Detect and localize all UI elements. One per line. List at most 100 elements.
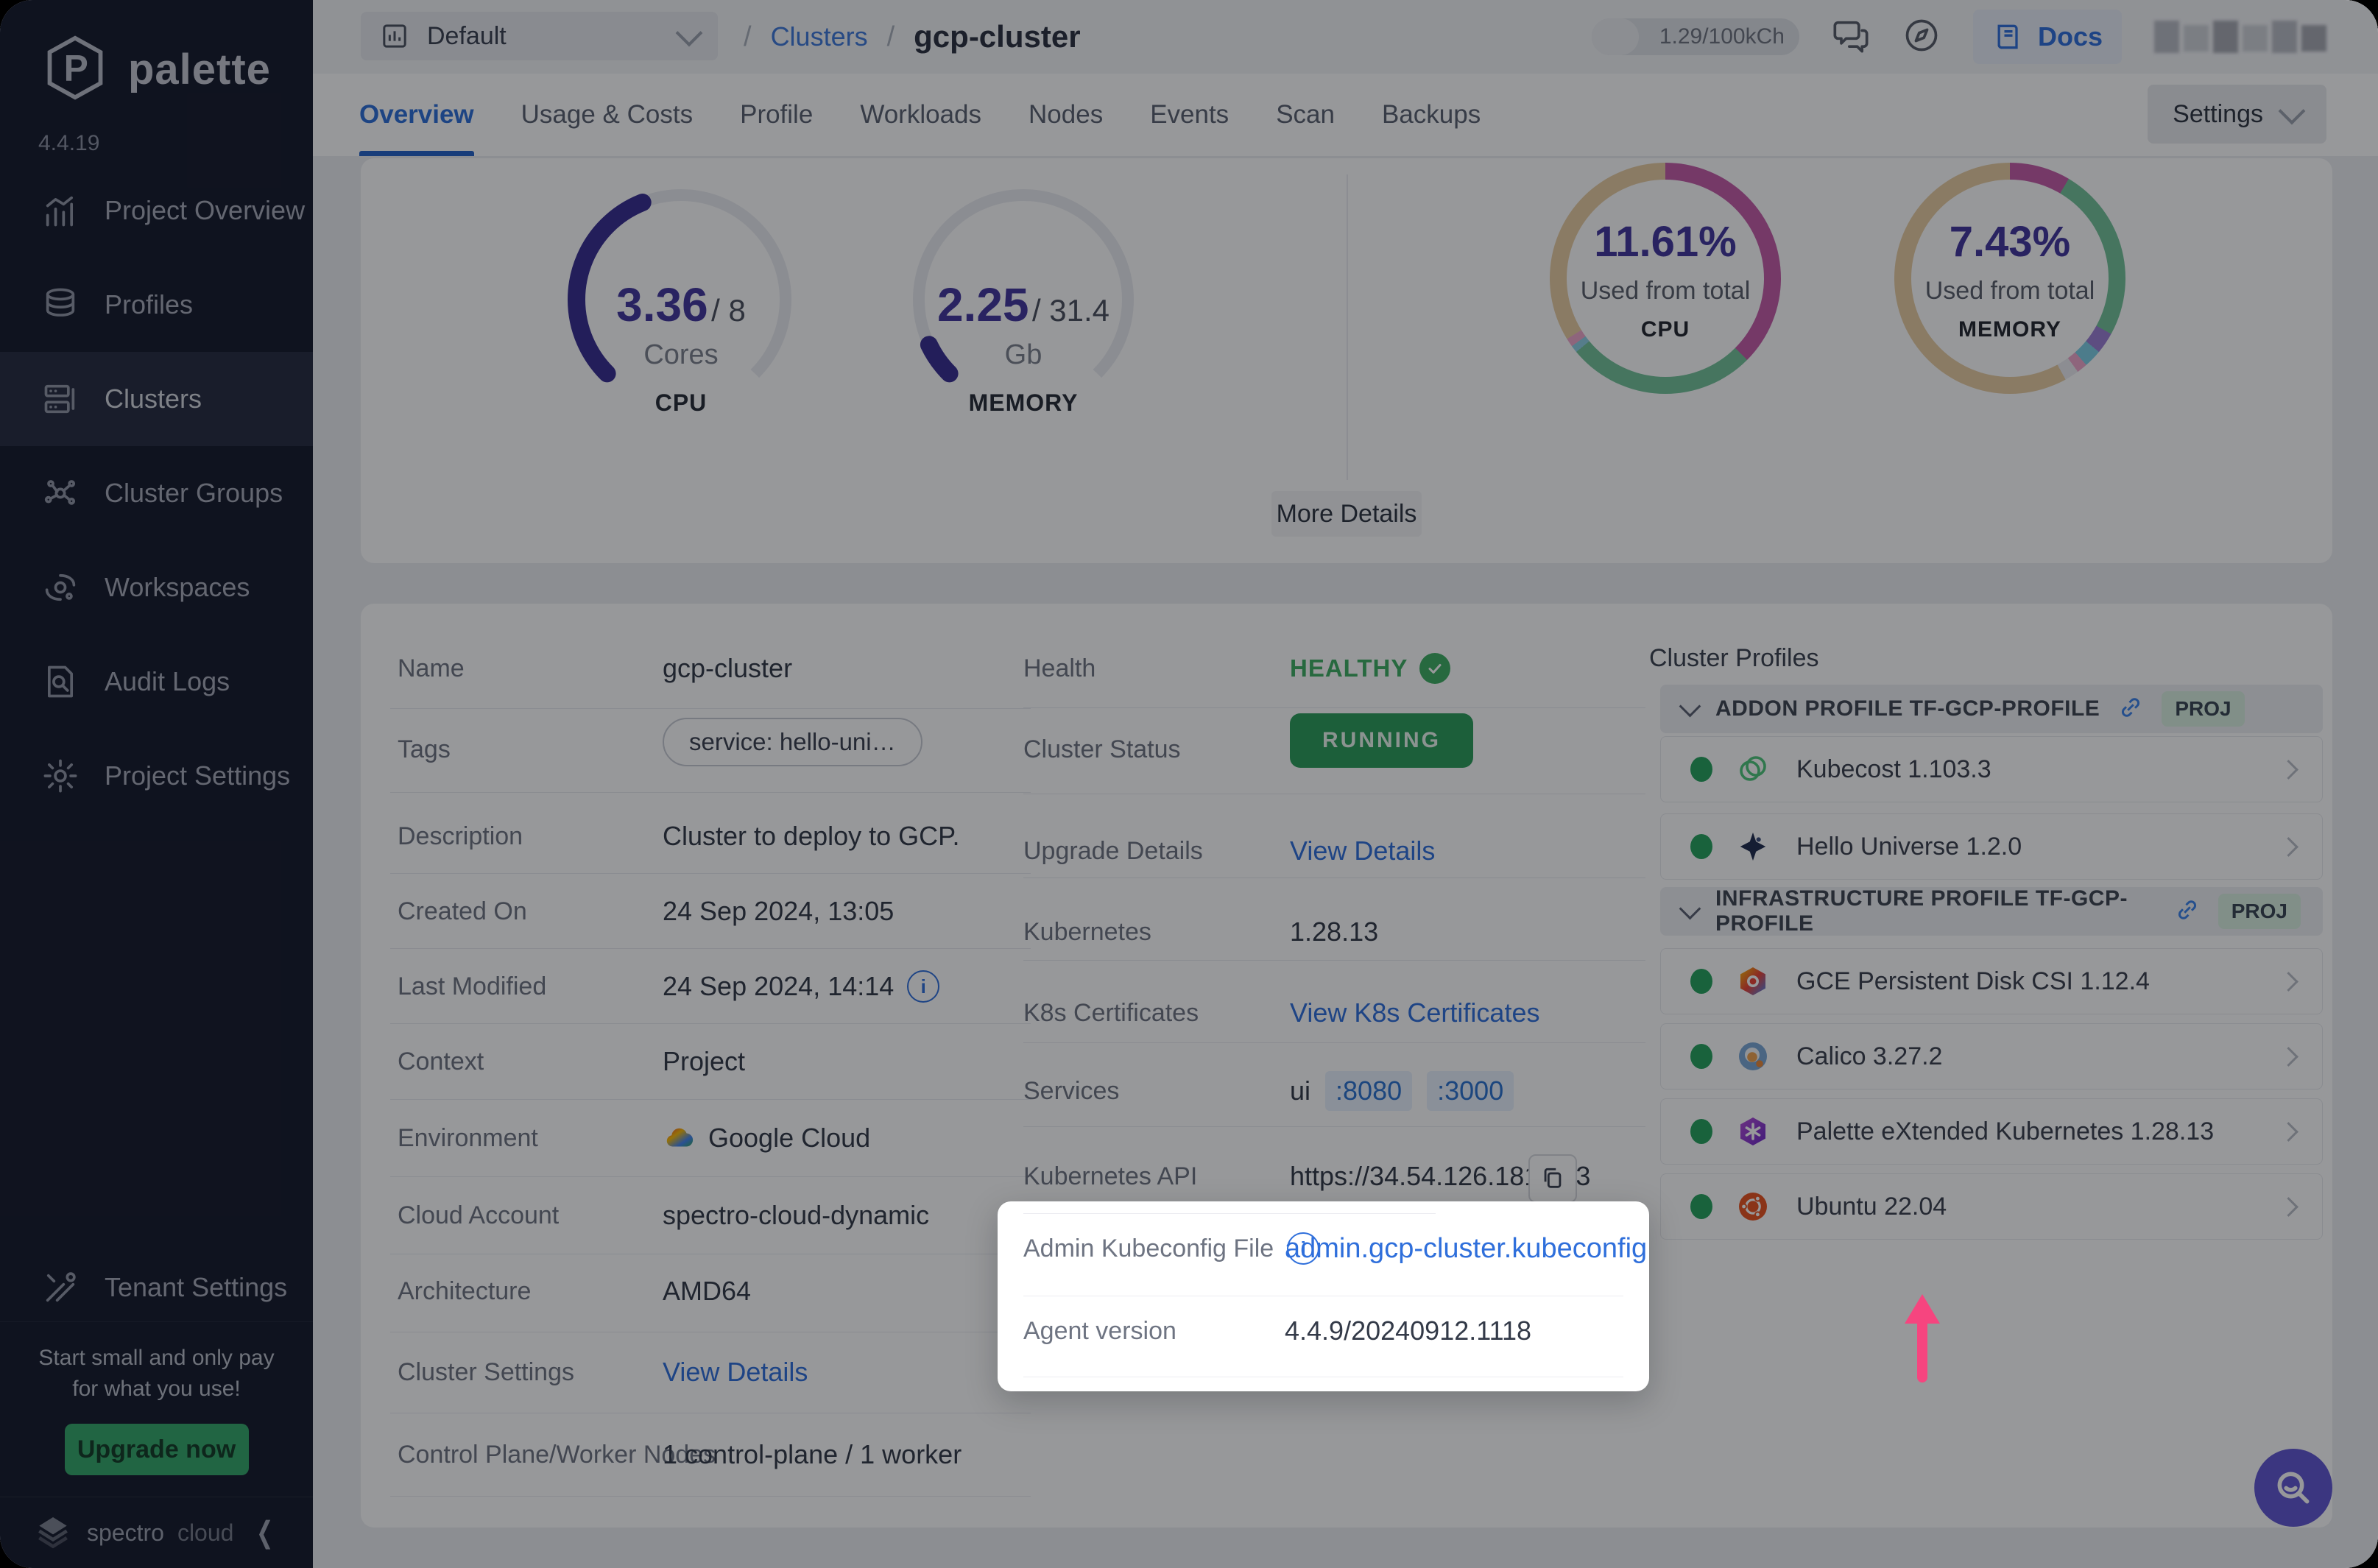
tab-usage-costs[interactable]: Usage & Costs — [521, 74, 693, 156]
project-selector[interactable]: Default — [361, 12, 718, 60]
sidebar-item-cluster-groups[interactable]: Cluster Groups — [0, 446, 313, 540]
chevron-right-icon — [2279, 760, 2298, 780]
hello-universe-icon — [1735, 828, 1771, 865]
field-label: Description — [398, 817, 523, 855]
status-dot — [1690, 757, 1712, 782]
more-details-button[interactable]: More Details — [1271, 491, 1422, 537]
field-label: K8s Certificates — [1023, 994, 1199, 1032]
sidebar-item-audit-logs[interactable]: Audit Logs — [0, 635, 313, 729]
tab-events[interactable]: Events — [1150, 74, 1229, 156]
proj-badge: PROJ — [2162, 691, 2244, 727]
field-label: Cluster Settings — [398, 1353, 574, 1391]
profile-item-gce-csi[interactable]: GCE Persistent Disk CSI 1.12.4 — [1660, 948, 2323, 1014]
status-dot — [1690, 834, 1712, 859]
cpu-donut-label: CPU — [1550, 317, 1781, 342]
tab-backups[interactable]: Backups — [1382, 74, 1481, 156]
cpu-donut-caption: Used from total — [1550, 277, 1781, 306]
sidebar-item-project-settings[interactable]: Project Settings — [0, 729, 313, 823]
tab-profile[interactable]: Profile — [740, 74, 813, 156]
sidebar-item-workspaces[interactable]: Workspaces — [0, 540, 313, 635]
project-selector-value: Default — [427, 22, 662, 51]
status-dot — [1690, 1044, 1712, 1069]
profile-item-kubecost[interactable]: Kubecost 1.103.3 — [1660, 736, 2323, 802]
services-value: ui :8080 :3000 — [1290, 1072, 1514, 1110]
docs-button[interactable]: Docs — [1973, 10, 2122, 64]
promo-line-1: Start small and only pay — [0, 1343, 313, 1374]
copy-icon — [1540, 1166, 1565, 1191]
infrastructure-profile-header[interactable]: INFRASTRUCTURE PROFILE TF-GCP-PROFILE PR… — [1660, 887, 2323, 936]
spotlight-search-fab[interactable] — [2254, 1449, 2332, 1527]
tab-workloads[interactable]: Workloads — [860, 74, 981, 156]
usage-progress — [1592, 18, 1639, 55]
memory-unit: Gb — [906, 339, 1141, 371]
footer-brand-cloud: cloud — [177, 1519, 234, 1547]
profile-item-hello-universe[interactable]: Hello Universe 1.2.0 — [1660, 813, 2323, 880]
sidebar-item-project-overview[interactable]: Project Overview — [0, 163, 313, 258]
addon-profile-header[interactable]: ADDON PROFILE TF-GCP-PROFILE PROJ — [1660, 685, 2323, 733]
agent-version-value: 4.4.9/20240912.1118 — [1285, 1312, 1531, 1350]
brand-name: palette — [128, 45, 271, 94]
spectro-cloud-logo-icon — [32, 1512, 74, 1553]
memory-gauge: 2.25 / 31.4 Gb MEMORY — [906, 182, 1141, 432]
link-icon[interactable] — [2174, 897, 2201, 927]
breadcrumb-clusters-link[interactable]: Clusters — [771, 21, 868, 52]
app-window: P palette 4.4.19 Project Overview Profil… — [0, 0, 2378, 1568]
service-port-link[interactable]: :8080 — [1325, 1071, 1412, 1111]
upgrade-details-link[interactable]: View Details — [1290, 832, 1435, 870]
sidebar-item-clusters[interactable]: Clusters — [0, 352, 313, 446]
sidebar-footer: spectro cloud ❮ — [0, 1497, 313, 1568]
tab-nodes[interactable]: Nodes — [1029, 74, 1103, 156]
link-icon[interactable] — [2117, 694, 2144, 724]
kubeconfig-file-link[interactable]: admin.gcp-cluster.kubeconfig — [1285, 1229, 1647, 1268]
tab-overview[interactable]: Overview — [359, 74, 474, 156]
field-label: Kubernetes API — [1023, 1157, 1197, 1196]
tag-pill[interactable]: service: hello-uni… — [663, 723, 922, 761]
k8s-certificates-link[interactable]: View K8s Certificates — [1290, 994, 1539, 1032]
field-label: Admin Kubeconfig File i — [1023, 1229, 1319, 1268]
last-modified-value: 24 Sep 2024, 14:14 i — [663, 967, 939, 1006]
cpu-gauge-label: CPU — [563, 389, 799, 417]
field-label: Name — [398, 649, 465, 688]
upgrade-now-button[interactable]: Upgrade now — [65, 1424, 249, 1475]
chat-button[interactable] — [1832, 16, 1870, 58]
copy-button[interactable] — [1528, 1154, 1577, 1203]
info-icon[interactable]: i — [907, 970, 939, 1003]
created-on-value: 24 Sep 2024, 13:05 — [663, 892, 894, 930]
sidebar-item-profiles[interactable]: Profiles — [0, 258, 313, 352]
profile-item-ubuntu[interactable]: Ubuntu 22.04 — [1660, 1173, 2323, 1240]
architecture-value: AMD64 — [663, 1272, 751, 1310]
servers-icon — [41, 380, 80, 418]
promo-line-2: for what you use! — [0, 1374, 313, 1405]
ubuntu-icon — [1735, 1188, 1771, 1225]
cpu-donut-percent: 11.61% — [1550, 217, 1781, 266]
proj-badge: PROJ — [2218, 894, 2301, 929]
user-account-redacted[interactable] — [2154, 21, 2326, 53]
usage-quota-value: 1.29/100kCh — [1659, 24, 1785, 49]
help-compass-button[interactable] — [1902, 16, 1941, 58]
memory-used-value: 2.25 — [937, 278, 1029, 331]
tab-scan[interactable]: Scan — [1276, 74, 1335, 156]
cloud-account-value: spectro-cloud-dynamic — [663, 1196, 929, 1235]
kubeconfig-highlight-card: Admin Kubeconfig File i admin.gcp-cluste… — [998, 1201, 1649, 1391]
breadcrumb: / Clusters / gcp-cluster — [744, 0, 1081, 74]
sidebar-item-tenant-settings[interactable]: Tenant Settings — [0, 1240, 313, 1335]
cluster-settings-link[interactable]: View Details — [663, 1353, 808, 1391]
profile-item-calico[interactable]: Calico 3.27.2 — [1660, 1023, 2323, 1090]
cpu-gauge: 3.36 / 8 Cores CPU — [563, 182, 799, 432]
palette-logo-icon: P — [41, 34, 109, 105]
cpu-used-value: 3.36 — [616, 278, 708, 331]
memory-donut-caption: Used from total — [1894, 277, 2125, 306]
cluster-details-card: Name gcp-cluster Tags service: hello-uni… — [361, 604, 2332, 1528]
sidebar-collapse-icon[interactable]: ❮ — [257, 1516, 274, 1550]
cluster-profiles-title: Cluster Profiles — [1649, 644, 1819, 673]
field-label: Context — [398, 1042, 484, 1081]
field-label: Tags — [398, 730, 451, 769]
calico-icon — [1735, 1038, 1771, 1075]
footer-brand-spectro: spectro — [87, 1519, 164, 1547]
field-label: Created On — [398, 892, 527, 930]
settings-button[interactable]: Settings — [2148, 85, 2326, 144]
chevron-down-icon — [1679, 897, 1701, 919]
service-port-link[interactable]: :3000 — [1427, 1071, 1514, 1111]
name-value: gcp-cluster — [663, 649, 792, 688]
profile-item-palette-k8s[interactable]: Palette eXtended Kubernetes 1.28.13 — [1660, 1098, 2323, 1165]
